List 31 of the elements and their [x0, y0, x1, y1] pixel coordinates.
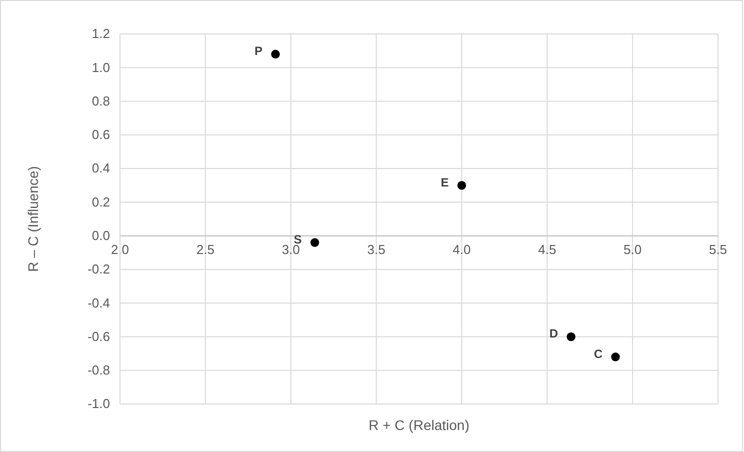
x-tick-label: 2.5	[196, 242, 214, 258]
x-tick-label: 3.5	[367, 242, 386, 258]
annotation: D	[549, 326, 558, 341]
y-tick-label: -0.6	[88, 328, 110, 344]
y-tick-label: 0.8	[92, 93, 110, 108]
x-tick-label: 5.5	[708, 242, 728, 258]
y-tick-label: -1.0	[88, 396, 110, 412]
y-tick-label: -0.8	[88, 362, 110, 378]
y-tick-label: 1.2	[92, 26, 110, 42]
y-tick-label: 0.0	[92, 228, 110, 243]
y-tick-label: 0.2	[92, 194, 110, 210]
y-tick-label: 1.0	[92, 60, 110, 75]
point	[566, 332, 576, 342]
x-axis-title: R + C (Relation)	[368, 417, 470, 433]
y-tick-label: 0.6	[92, 127, 110, 142]
y-tick-label: -0.2	[88, 262, 110, 277]
point	[457, 181, 466, 190]
point	[310, 238, 320, 247]
annotation: E	[440, 175, 449, 190]
x-tick-label: 2.0	[110, 242, 130, 258]
x-tick-label: 5.0	[624, 242, 642, 258]
x-tick-label: 4.0	[452, 242, 471, 258]
annotation: P	[254, 44, 262, 58]
annotation: C	[594, 346, 603, 361]
y-axis-title: R – C (Influence)	[25, 166, 41, 272]
x-tick-label: 4.5	[538, 242, 556, 258]
x-tick-label: 3.0	[282, 242, 300, 258]
y-tick-label: 0.4	[92, 160, 110, 176]
point	[271, 50, 280, 59]
point	[611, 352, 620, 362]
y-tick-label: -0.4	[88, 295, 110, 310]
